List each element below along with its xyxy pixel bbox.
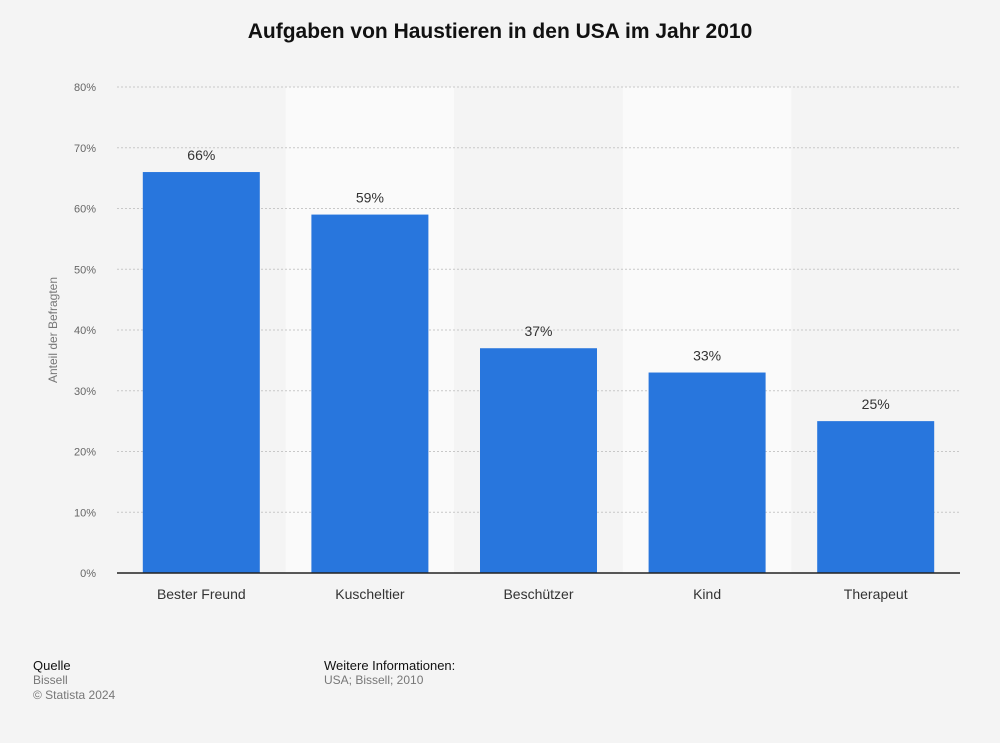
- y-tick-label: 30%: [74, 386, 96, 398]
- y-tick-label: 10%: [74, 507, 96, 519]
- bar[interactable]: [311, 214, 429, 573]
- value-labels: 66% 59% 37% 33% 25%: [187, 147, 889, 412]
- data-label: 25%: [862, 396, 890, 412]
- y-tick-label: 20%: [74, 447, 96, 459]
- y-tick-labels: 0% 10% 20% 30% 40% 50% 60% 70% 80%: [74, 82, 96, 580]
- x-tick-label: Therapeut: [844, 586, 908, 602]
- y-tick-label: 80%: [74, 82, 96, 94]
- source-value[interactable]: Bissell: [33, 673, 68, 687]
- y-tick-label: 50%: [74, 264, 96, 276]
- y-axis-label: Anteil der Befragten: [46, 277, 60, 383]
- data-label: 37%: [524, 323, 552, 339]
- info-block: Weitere Informationen: USA; Bissell; 201…: [324, 658, 455, 688]
- bar[interactable]: [480, 348, 597, 573]
- chart-title: Aufgaben von Haustieren in den USA im Ja…: [247, 20, 753, 43]
- source-heading: Quelle: [33, 658, 71, 673]
- bars: [142, 172, 935, 574]
- x-tick-label: Kuscheltier: [335, 586, 405, 602]
- x-tick-label: Kind: [693, 586, 721, 602]
- data-label: 66%: [187, 147, 215, 163]
- y-tick-label: 70%: [74, 143, 96, 155]
- y-tick-label: 0%: [80, 568, 96, 580]
- bar[interactable]: [142, 172, 260, 574]
- info-heading[interactable]: Weitere Informationen:: [324, 658, 456, 673]
- bar-chart: 0% 10% 20% 30% 40% 50% 60% 70% 80% Anteil der Be…: [46, 82, 960, 602]
- x-tick-label: Bester Freund: [157, 586, 246, 602]
- info-value: USA; Bissell; 2010: [324, 673, 424, 687]
- y-tick-label: 60%: [74, 204, 96, 216]
- source-block: Quelle Bissell © Statista 2024: [33, 658, 115, 703]
- bar[interactable]: [817, 421, 935, 573]
- x-tick-labels: Bester Freund Kuscheltier Beschützer Kind Th…: [157, 586, 908, 602]
- data-label: 59%: [356, 190, 384, 206]
- copyright[interactable]: © Statista 2024: [33, 688, 116, 702]
- y-tick-label: 40%: [74, 325, 96, 337]
- bar[interactable]: [648, 372, 766, 573]
- x-tick-label: Beschützer: [503, 586, 573, 602]
- data-label: 33%: [693, 348, 721, 364]
